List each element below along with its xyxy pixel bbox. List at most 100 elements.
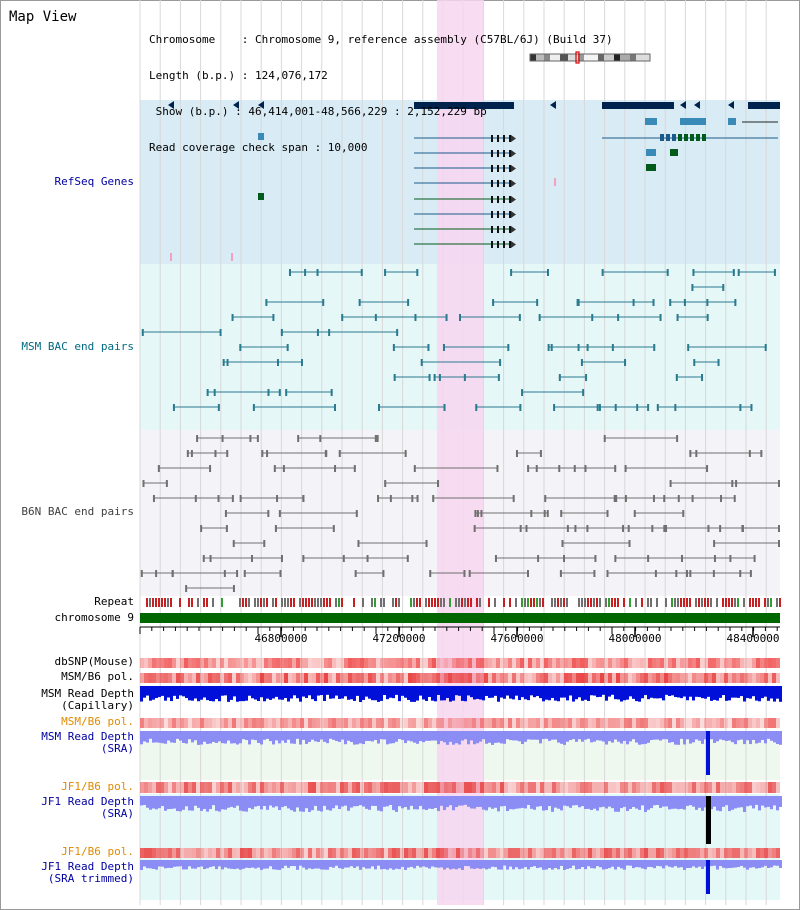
jf1-pol-cell — [180, 782, 184, 793]
jf1-pol2-cell — [332, 848, 336, 858]
jf1-pol2-cell — [216, 848, 220, 858]
dbsnp-cell — [540, 658, 544, 668]
msm-capillary-depth — [245, 686, 248, 701]
dbsnp-cell — [284, 658, 288, 668]
msm-bac-pair-end — [416, 269, 419, 276]
jf1-trimmed-depth — [449, 860, 452, 870]
jf1-pol-cell — [324, 782, 328, 793]
msm-sra-depth — [710, 731, 713, 740]
msm-pol2-cell — [208, 718, 212, 728]
msm-sra-depth — [509, 731, 512, 741]
msm-bac-pair-end — [463, 374, 466, 381]
jf1-pol2-cell — [720, 848, 724, 858]
jf1-trimmed-depth — [305, 860, 308, 870]
msm-sra-depth — [224, 731, 227, 744]
msm-capillary-depth — [524, 686, 527, 700]
msm-bac-pair-end — [601, 269, 604, 276]
jf1-trimmed-depth — [623, 860, 626, 870]
msm-sra-depth — [698, 731, 701, 741]
msm-sra-depth — [353, 731, 356, 745]
b6n-bac-pair-end — [217, 495, 220, 502]
b6n-bac-pair-end — [354, 570, 357, 577]
msm-pol-cell — [608, 673, 612, 683]
msm-sra-depth — [557, 731, 560, 743]
msm-pol2-cell — [520, 718, 524, 728]
msm-sra-depth — [581, 731, 584, 742]
jf1-pol-cell — [536, 782, 540, 793]
msm-pol-cell — [352, 673, 356, 683]
jf1-sra-depth — [476, 796, 479, 807]
jf1-trimmed-depth — [641, 860, 644, 869]
jf1-pol2-cell — [668, 848, 672, 858]
jf1-sra-depth — [680, 796, 683, 809]
b6n-bac-pair-end — [266, 450, 269, 457]
msm-pol2-cell — [696, 718, 700, 728]
msm-pol-cell — [568, 673, 572, 683]
jf1-sra-depth — [584, 796, 587, 809]
exon — [491, 150, 493, 157]
msm-pol-cell — [160, 673, 164, 683]
jf1-pol2-cell — [396, 848, 400, 858]
msm-pol-cell — [228, 673, 232, 683]
msm-pol-cell — [264, 673, 268, 683]
jf1-trimmed-depth — [518, 860, 521, 870]
dbsnp-cell — [320, 658, 324, 668]
msm-pol2-cell — [684, 718, 688, 728]
jf1-sra-depth — [485, 796, 488, 811]
jf1-trimmed-depth — [326, 860, 329, 870]
msm-pol-cell — [400, 673, 404, 683]
jf1-trimmed-depth — [299, 860, 302, 866]
msm-sra-depth — [752, 731, 755, 740]
msm-pol2-cell — [548, 718, 552, 728]
msm-sra-depth — [506, 731, 509, 740]
jf1-pol2-cell — [172, 848, 176, 858]
dbsnp-cell — [464, 658, 468, 668]
jf1-pol2-cell — [404, 848, 408, 858]
msm-bac-pair-end — [396, 329, 399, 336]
info-coverage-span: Read coverage check span : 10,000 — [149, 141, 368, 154]
highlight-region — [437, 0, 483, 905]
msm-capillary-depth — [404, 686, 407, 698]
jf1-sra-depth — [227, 796, 230, 808]
msm-sra-depth — [641, 731, 644, 745]
jf1-trimmed-depth — [551, 860, 554, 870]
msm-capillary-depth — [296, 686, 299, 699]
b6n-bac-pair-end — [224, 510, 227, 517]
jf1-pol-cell — [356, 782, 360, 793]
jf1-trimmed-depth — [248, 860, 251, 869]
jf1-trimmed-depth — [287, 860, 290, 868]
exon — [509, 150, 511, 157]
msm-capillary-depth — [464, 686, 467, 702]
jf1-pol-cell — [232, 782, 236, 793]
dbsnp-cell — [372, 658, 376, 668]
msm-capillary-depth — [305, 686, 308, 699]
msm-sra-depth — [719, 731, 722, 740]
jf1-pol2-cell — [324, 848, 328, 858]
jf1-pol-cell — [284, 782, 288, 793]
dbsnp-cell — [776, 658, 780, 668]
jf1-trimmed-depth — [557, 860, 560, 870]
msm-capillary-depth — [329, 686, 332, 699]
msm-sra-depth — [512, 731, 515, 741]
b6n-bac-pair-end — [778, 525, 780, 532]
msm-sra-depth — [233, 731, 236, 744]
jf1-pol2-cell — [380, 848, 384, 858]
axis-tick-label: 46800000 — [254, 632, 308, 645]
msm-pol-cell — [460, 673, 464, 683]
msm-sra-depth — [284, 731, 287, 743]
msm-sra-depth — [677, 731, 680, 745]
jf1-trimmed-depth — [554, 860, 557, 869]
msm-bac-pair-end — [445, 314, 448, 321]
jf1-pol-cell — [488, 782, 492, 793]
jf1-trimmed-depth — [704, 860, 707, 867]
msm-pol-cell — [576, 673, 580, 683]
jf1-trimmed-depth — [683, 860, 686, 870]
msm-capillary-depth — [752, 686, 755, 697]
msm-bac-pair-end — [442, 344, 445, 351]
jf1-sra-depth — [383, 796, 386, 807]
gene-block — [680, 118, 706, 125]
jf1-pol-cell — [664, 782, 668, 793]
jf1-pol-cell — [492, 782, 496, 793]
repeat-mark — [320, 598, 322, 607]
track-label-repeat: Repeat — [94, 595, 134, 608]
